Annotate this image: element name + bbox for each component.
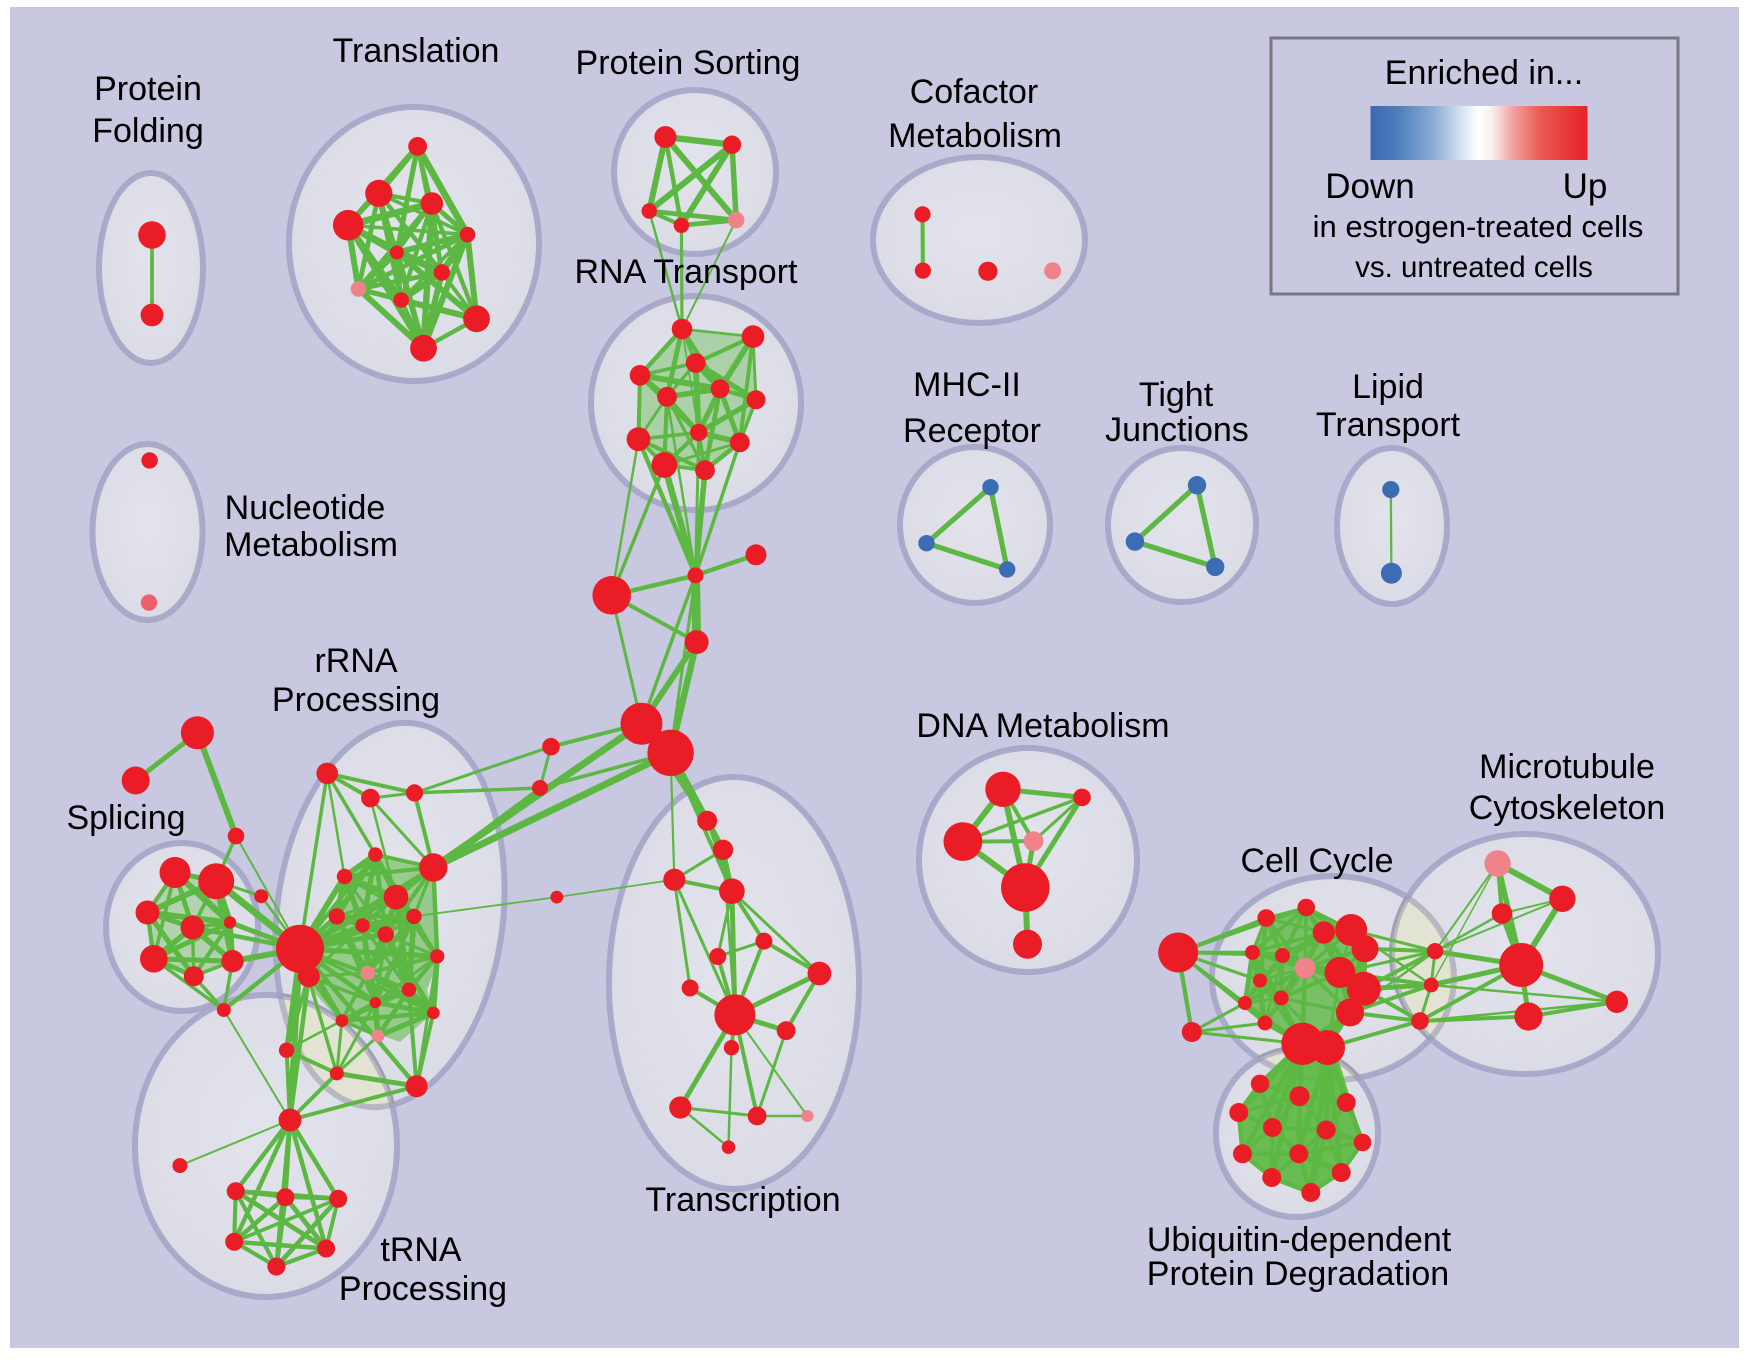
svg-text:Processing: Processing xyxy=(339,1270,507,1308)
svg-text:MHC-II: MHC-II xyxy=(913,366,1021,404)
svg-text:Metabolism: Metabolism xyxy=(888,117,1062,155)
svg-text:Receptor: Receptor xyxy=(903,412,1041,450)
svg-text:Transcription: Transcription xyxy=(645,1181,840,1219)
svg-text:Metabolism: Metabolism xyxy=(224,526,398,564)
svg-text:Splicing: Splicing xyxy=(66,799,185,837)
svg-text:vs. untreated cells: vs. untreated cells xyxy=(1355,251,1593,284)
svg-text:Protein Degradation: Protein Degradation xyxy=(1147,1255,1449,1293)
svg-text:Lipid: Lipid xyxy=(1352,368,1424,406)
svg-text:Cell Cycle: Cell Cycle xyxy=(1240,842,1393,880)
svg-text:Protein: Protein xyxy=(94,70,202,108)
svg-text:DNA Metabolism: DNA Metabolism xyxy=(916,707,1169,745)
svg-text:Protein Sorting: Protein Sorting xyxy=(576,44,801,82)
svg-text:tRNA: tRNA xyxy=(380,1231,462,1269)
svg-text:Junctions: Junctions xyxy=(1105,411,1249,449)
svg-text:Up: Up xyxy=(1563,167,1608,206)
svg-text:RNA Transport: RNA Transport xyxy=(575,253,799,291)
svg-text:Ubiquitin-dependent: Ubiquitin-dependent xyxy=(1147,1221,1452,1259)
svg-text:Nucleotide: Nucleotide xyxy=(225,489,386,527)
svg-text:Processing: Processing xyxy=(272,681,440,719)
svg-text:rRNA: rRNA xyxy=(314,642,397,680)
svg-text:Down: Down xyxy=(1325,167,1414,206)
svg-text:Folding: Folding xyxy=(92,112,204,150)
svg-text:Translation: Translation xyxy=(333,32,500,70)
svg-text:Cytoskeleton: Cytoskeleton xyxy=(1469,789,1666,827)
svg-text:Enriched in...: Enriched in... xyxy=(1385,54,1583,92)
svg-text:Microtubule: Microtubule xyxy=(1479,748,1655,786)
svg-text:Transport: Transport xyxy=(1316,406,1461,444)
svg-text:Tight: Tight xyxy=(1139,376,1214,414)
svg-text:in estrogen-treated cells: in estrogen-treated cells xyxy=(1313,209,1644,244)
svg-text:Cofactor: Cofactor xyxy=(910,73,1039,111)
